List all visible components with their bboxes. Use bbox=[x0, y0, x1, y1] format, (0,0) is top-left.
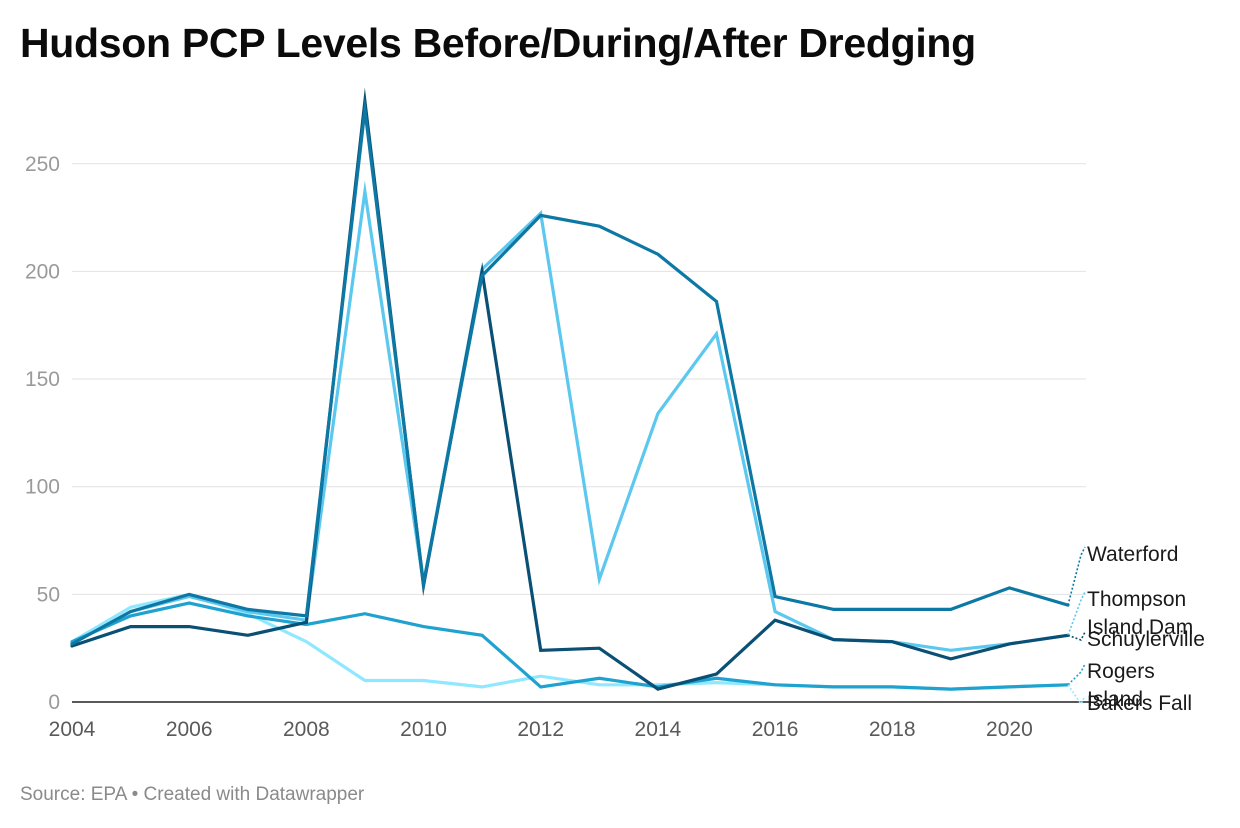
y-axis: 0 50 100 150 200 250 bbox=[25, 153, 60, 714]
x-axis: 2004 2006 2008 2010 2012 2014 2016 2018 2020 bbox=[49, 718, 1033, 741]
x-tick-label: 2008 bbox=[283, 718, 330, 741]
label-connector-thompson-island-dam bbox=[1067, 591, 1086, 636]
y-tick-label: 100 bbox=[25, 476, 60, 499]
series-line-thompson-island-dam bbox=[70, 180, 1070, 652]
x-tick-label: 2018 bbox=[869, 718, 916, 741]
x-tick-label: 2010 bbox=[400, 718, 447, 741]
label-connector-schuylerville bbox=[1067, 631, 1086, 641]
series-lines bbox=[70, 87, 1070, 691]
y-tick-label: 150 bbox=[25, 368, 60, 391]
grid-lines bbox=[72, 163, 1090, 703]
x-tick-label: 2020 bbox=[986, 718, 1033, 741]
source-text: Source: EPA bbox=[20, 784, 127, 805]
chart-title: Hudson PCP Levels Before/During/After Dr… bbox=[20, 20, 976, 66]
series-label-rogers-island: Rogers Island bbox=[1087, 660, 1155, 711]
x-tick-label: 2012 bbox=[517, 718, 564, 741]
y-tick-label: 200 bbox=[25, 260, 60, 283]
series-label-waterford: Waterford bbox=[1087, 543, 1178, 566]
y-tick-label: 0 bbox=[48, 691, 60, 714]
label-connector-rogers-island bbox=[1067, 663, 1086, 686]
x-tick-label: 2014 bbox=[635, 718, 682, 741]
y-tick-label: 250 bbox=[25, 153, 60, 176]
x-tick-label: 2016 bbox=[752, 718, 799, 741]
credit-text: Created with Datawrapper bbox=[143, 784, 365, 805]
y-tick-label: 50 bbox=[37, 583, 60, 606]
chart-footer: Source: EPA • Created with Datawrapper bbox=[20, 784, 364, 806]
x-tick-label: 2004 bbox=[49, 718, 96, 741]
series-line-schuylerville bbox=[70, 87, 1070, 691]
series-line-rogers-island bbox=[70, 601, 1070, 691]
label-connector-bakers-fall bbox=[1067, 684, 1086, 706]
footer-separator: • bbox=[131, 784, 139, 805]
series-line-waterford bbox=[70, 96, 1070, 646]
series-labels: Waterford Thompson Island DamSchuylerville… bbox=[1067, 543, 1205, 715]
label-connector-waterford bbox=[1067, 546, 1086, 606]
series-label-thompson-island-dam: Thompson Island Dam bbox=[1087, 588, 1193, 639]
x-tick-label: 2006 bbox=[166, 718, 213, 741]
series-label-bakers-fall: Bakers Fall bbox=[1087, 692, 1192, 715]
series-label-schuylerville: Schuylerville bbox=[1087, 628, 1205, 651]
